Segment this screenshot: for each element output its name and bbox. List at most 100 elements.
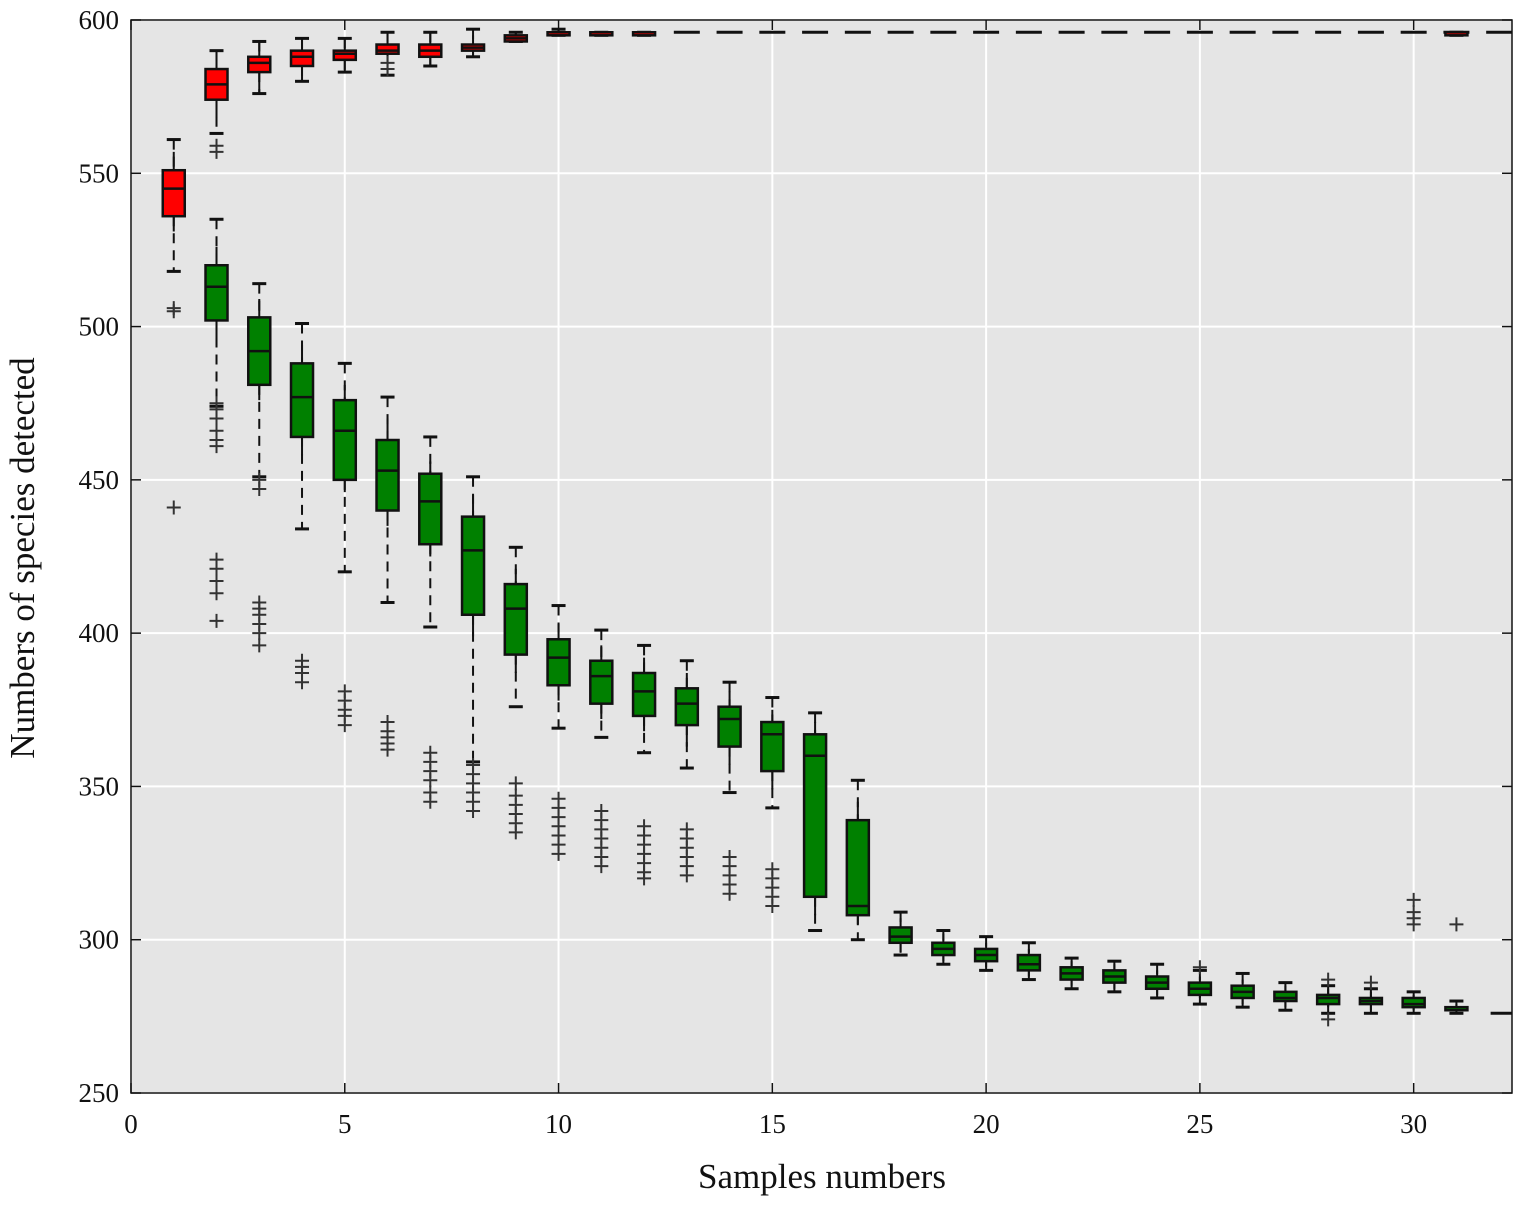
outlier-marker — [209, 574, 224, 589]
y-tick-label: 450 — [79, 465, 120, 495]
box-lower-15 — [760, 696, 785, 913]
box-upper-11 — [589, 30, 614, 37]
box-lower-2 — [204, 217, 229, 628]
upper-series — [161, 27, 1469, 515]
x-tick-label: 15 — [759, 1109, 786, 1139]
x-tick-label: 20 — [973, 1109, 1000, 1139]
box-upper-12 — [631, 30, 657, 37]
outlier-marker — [1449, 917, 1464, 932]
box-lower-31 — [1444, 917, 1469, 1015]
x-axis-label: Samples numbers — [698, 1157, 946, 1196]
box-upper-31 — [1444, 30, 1469, 37]
box-lower-9 — [503, 545, 529, 840]
box-body — [1273, 990, 1298, 1003]
outlier-marker — [594, 859, 609, 874]
box-lower-26 — [1230, 971, 1255, 1009]
outlier-marker — [722, 886, 737, 901]
outlier-marker — [1192, 960, 1207, 975]
y-tick-label: 500 — [79, 312, 120, 342]
outlier-marker — [209, 561, 224, 576]
box-body — [418, 472, 443, 546]
box-body — [460, 515, 486, 616]
grid-lines — [130, 19, 1512, 1094]
x-tick-label: 0 — [124, 1109, 138, 1139]
box-upper-7 — [418, 30, 443, 68]
outlier-marker — [1321, 1012, 1336, 1027]
box-body — [631, 671, 657, 718]
box-body — [375, 438, 400, 512]
outlier-marker — [252, 472, 267, 487]
outlier-marker — [508, 825, 523, 840]
outlier-marker — [1363, 975, 1378, 990]
outlier-marker — [1321, 972, 1336, 987]
outlier-marker — [166, 500, 181, 515]
box-lower-28 — [1315, 972, 1341, 1027]
box-body — [888, 926, 913, 945]
outlier-marker — [209, 411, 224, 426]
y-tick-label: 300 — [79, 925, 120, 955]
outlier-marker — [1406, 892, 1421, 907]
box-lower-5 — [332, 361, 358, 733]
box-body — [161, 168, 187, 218]
box-lower-11 — [589, 628, 614, 874]
box-upper-9 — [503, 30, 529, 43]
box-lower-21 — [1016, 941, 1042, 982]
box-lower-27 — [1273, 981, 1298, 1012]
box-upper-6 — [375, 30, 400, 77]
x-tick-label: 10 — [545, 1109, 572, 1139]
outlier-marker — [508, 776, 523, 791]
outlier-marker — [166, 301, 181, 316]
box-lower-30 — [1401, 892, 1426, 1015]
x-tick-label: 25 — [1186, 1109, 1213, 1139]
outlier-marker — [380, 55, 395, 70]
box-lower-8 — [460, 475, 486, 818]
outlier-marker — [209, 439, 224, 454]
box-lower-19 — [931, 929, 956, 966]
outlier-marker — [252, 626, 267, 641]
box-body — [589, 659, 614, 705]
box-lower-12 — [631, 643, 657, 886]
outlier-marker — [337, 718, 352, 733]
box-lower-23 — [1102, 959, 1127, 994]
box-lower-6 — [375, 395, 400, 757]
box-upper-5 — [332, 36, 358, 74]
box-body — [845, 818, 871, 917]
box-lower-25 — [1187, 960, 1213, 1006]
outlier-marker — [209, 144, 224, 159]
box-body — [247, 55, 272, 74]
box-body — [717, 705, 742, 748]
y-axis-label: Numbers of species detected — [3, 357, 42, 759]
box-lower-14 — [717, 680, 742, 901]
box-body — [1401, 996, 1426, 1009]
box-body — [204, 264, 229, 322]
box-lower-7 — [418, 435, 443, 809]
box-lower-29 — [1358, 975, 1384, 1015]
outlier-marker — [380, 742, 395, 757]
outlier-marker — [551, 846, 566, 861]
box-lower-3 — [247, 282, 272, 653]
box-body — [375, 43, 400, 55]
box-lower-4 — [289, 322, 315, 690]
box-lower-20 — [973, 935, 999, 972]
box-body — [802, 733, 828, 899]
box-upper-3 — [247, 39, 272, 96]
outlier-marker — [209, 586, 224, 601]
box-lower-10 — [546, 604, 571, 861]
box-upper-1 — [161, 138, 187, 515]
outlier-marker — [679, 868, 694, 883]
box-body — [1315, 993, 1341, 1006]
box-body — [289, 362, 315, 439]
lower-series — [204, 217, 1469, 1027]
outlier-marker — [423, 773, 438, 788]
box-lower-17 — [845, 778, 871, 942]
y-tick-label: 350 — [79, 771, 120, 801]
box-body — [546, 638, 571, 687]
box-upper-8 — [460, 27, 486, 59]
box-lower-16 — [802, 711, 828, 933]
outlier-marker — [252, 638, 267, 653]
box-body — [332, 398, 358, 482]
box-lower-24 — [1144, 962, 1170, 1000]
outlier-marker — [765, 898, 780, 913]
y-tick-label: 550 — [79, 158, 120, 188]
y-tick-label: 400 — [79, 618, 120, 648]
